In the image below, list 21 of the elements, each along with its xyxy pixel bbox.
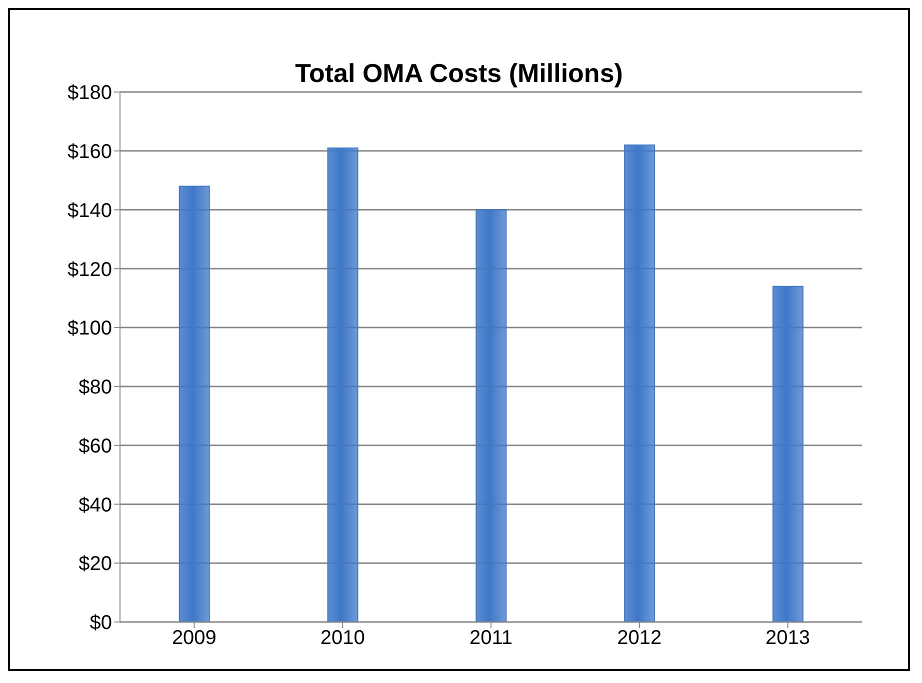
- y-tick-label: $80: [78, 376, 112, 399]
- y-tick-label: $0: [90, 612, 112, 634]
- bar: [476, 209, 507, 622]
- y-tick-label: $20: [78, 553, 112, 576]
- chart-title: Total OMA Costs (Millions): [294, 57, 624, 88]
- y-tick-label: $180: [68, 82, 112, 104]
- bar: [178, 186, 210, 622]
- x-tick-label: 2012: [617, 627, 662, 650]
- bar: [327, 147, 358, 622]
- x-tick-label: 2010: [320, 627, 365, 650]
- y-tick-label: $100: [68, 318, 112, 340]
- x-tick-label: 2013: [766, 627, 810, 650]
- y-tick-label: $40: [78, 494, 112, 516]
- y-tick-label: $160: [68, 140, 112, 163]
- y-tick-label: $60: [78, 435, 112, 458]
- y-tick-label: $120: [68, 258, 112, 281]
- x-tick-label: 2009: [172, 627, 216, 650]
- bar: [624, 144, 656, 622]
- x-tick-label: 2011: [469, 627, 513, 650]
- bar: [772, 286, 804, 622]
- y-tick-label: $140: [68, 200, 112, 222]
